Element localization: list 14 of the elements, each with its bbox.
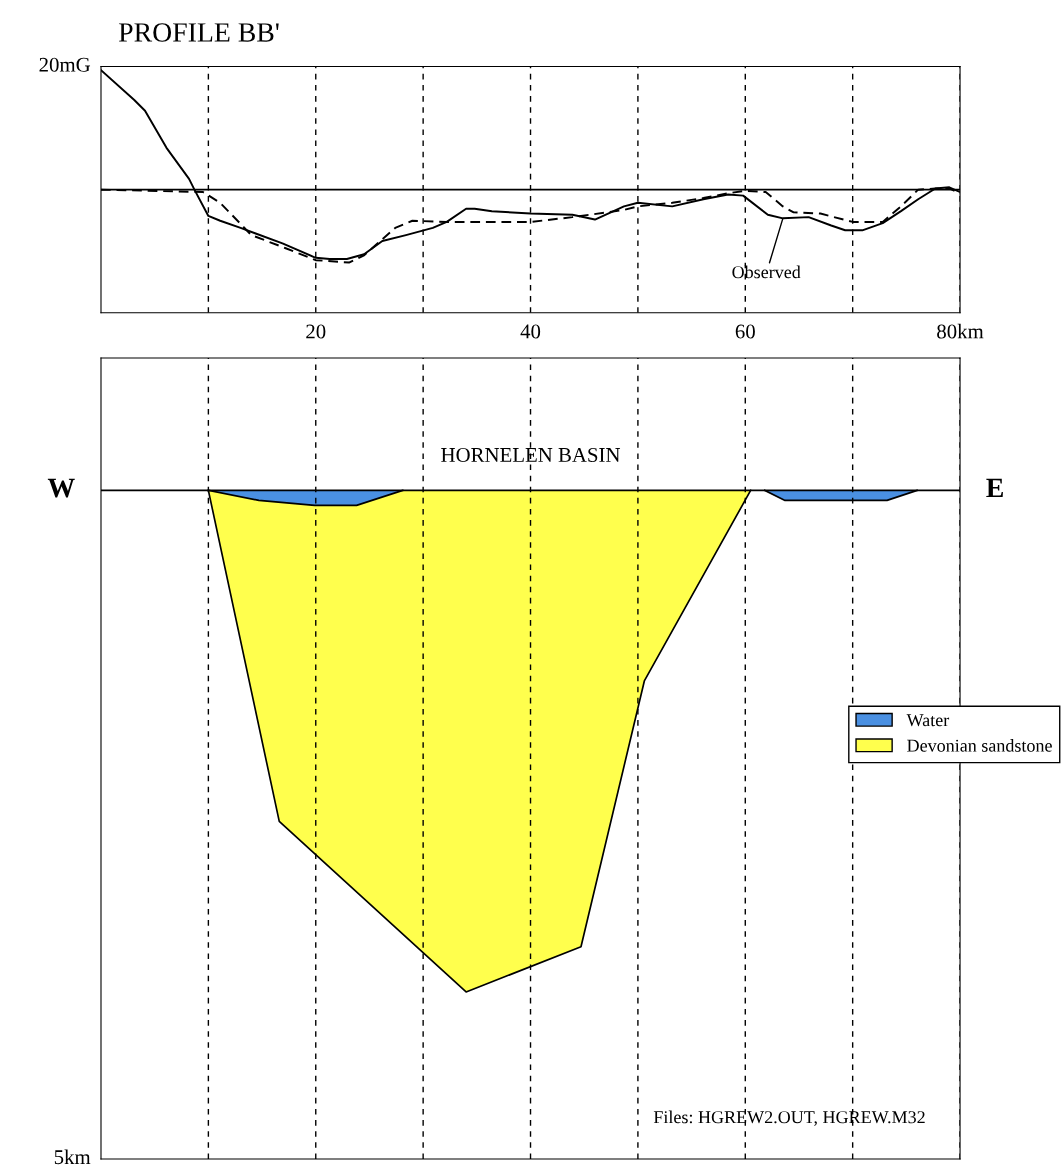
text: E [986,478,1003,498]
x-tick-label: 60 [735,324,755,339]
x-tick-label: 20 [306,324,326,339]
annotation: Observed [732,265,801,279]
text: W [47,478,75,498]
x-tick-label: 80km [937,323,984,339]
chart-title: HORNELEN BASIN [441,447,621,462]
text: 5km [54,1149,91,1165]
legend-label: Water [906,714,950,727]
text: 20mG [39,57,91,72]
x-tick-label: 40 [520,324,541,339]
legend-label: Devonian sandstone [907,739,1052,752]
text: Files: HGREW2.OUT, HGREW.M32 [653,1110,925,1126]
chart-title: PROFILE BB' [118,23,279,42]
